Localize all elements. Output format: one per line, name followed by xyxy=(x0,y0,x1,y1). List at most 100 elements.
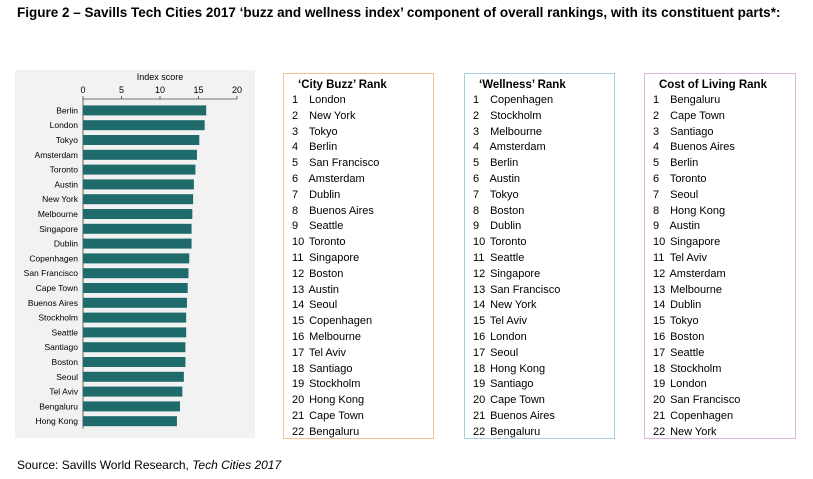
rank-city: Cape Town xyxy=(309,409,364,422)
rank-number: 13 xyxy=(653,283,666,296)
rank-city: Berlin xyxy=(490,157,519,170)
x-tick-label: 20 xyxy=(232,85,242,95)
rank-number: 17 xyxy=(473,346,486,359)
buzz-rank-item: 8 Buenos Aires xyxy=(284,204,433,220)
rank-city: Amsterdam xyxy=(669,267,726,280)
rank-city: San Francisco xyxy=(309,157,380,170)
cost-rank-item: 18 Stockholm xyxy=(645,362,795,378)
rank-number: 7 xyxy=(653,188,660,201)
bar xyxy=(83,401,181,412)
rank-number: 13 xyxy=(473,283,486,296)
bar-chart-panel: Index score 0 5 10 15 20 Berlin London Tokyo Amst… xyxy=(15,70,255,438)
bar xyxy=(83,268,189,279)
rank-city: Copenhagen xyxy=(309,315,373,328)
rank-city: Singapore xyxy=(490,267,541,280)
cost-rank-item: 12 Amsterdam xyxy=(645,267,795,283)
rank-number: 17 xyxy=(653,346,666,359)
category-label: Stockholm xyxy=(38,313,78,323)
cost-rank-item: 4 Buenos Aires xyxy=(645,140,795,156)
rank-number: 11 xyxy=(473,251,485,264)
category-label: Melbourne xyxy=(38,209,78,219)
rank-city: Stockholm xyxy=(309,378,361,391)
category-label: Tel Aviv xyxy=(49,387,78,397)
buzz-rank-item: 22 Bengaluru xyxy=(284,425,433,441)
cost-rank-item: 17 Seattle xyxy=(645,346,795,362)
wellness-rank-item: 13 San Francisco xyxy=(465,283,614,299)
rank-city: Dublin xyxy=(670,299,702,312)
wellness-rank-list: 1 Copenhagen 2 Stockholm 3 Melbourne 4 Amst… xyxy=(465,93,614,441)
wellness-rank-item: 7 Tokyo xyxy=(465,188,614,204)
category-label: Santiago xyxy=(44,342,78,352)
bar xyxy=(83,357,186,367)
x-tick-label: 10 xyxy=(155,85,165,95)
rank-number: 16 xyxy=(292,330,305,343)
bar xyxy=(83,297,187,308)
rank-city: London xyxy=(309,94,346,106)
rank-city: Hong Kong xyxy=(490,362,546,375)
wellness-rank-item: 22 Bengaluru xyxy=(465,425,614,441)
rank-city: Boston xyxy=(309,267,344,280)
wellness-rank-item: 15 Tel Aviv xyxy=(465,314,614,330)
rank-number: 9 xyxy=(473,220,480,233)
rank-city: Tokyo xyxy=(489,188,519,201)
rank-number: 17 xyxy=(292,346,305,359)
wellness-rank-item: 19 Santiago xyxy=(465,377,614,393)
cost-of-living-rank-list: 1 Bengaluru 2 Cape Town 3 Santiago 4 Buenos… xyxy=(645,93,795,441)
rank-city: Dublin xyxy=(490,220,522,233)
bar xyxy=(83,149,197,160)
bar xyxy=(83,283,188,293)
source-note: Source: Savills World Research, Tech Cit… xyxy=(17,458,281,472)
rank-city: San Francisco xyxy=(490,283,561,296)
category-label: Berlin xyxy=(56,105,78,115)
cost-rank-item: 20 San Francisco xyxy=(645,393,795,409)
rank-number: 20 xyxy=(292,394,305,407)
category-label: Amsterdam xyxy=(35,150,78,160)
city-buzz-rank-header: ‘City Buzz’ Rank xyxy=(298,79,387,91)
wellness-rank-item: 4 Amsterdam xyxy=(465,140,614,156)
buzz-rank-item: 13 Austin xyxy=(284,283,433,299)
rank-city: Bengaluru xyxy=(490,425,541,438)
rank-city: Amsterdam xyxy=(308,172,365,185)
rank-number: 9 xyxy=(653,220,660,233)
wellness-rank-item: 14 New York xyxy=(465,298,614,314)
source-prefix: Source: Savills World Research, xyxy=(17,458,193,472)
cost-rank-item: 2 Cape Town xyxy=(645,109,795,125)
cost-rank-item: 14 Dublin xyxy=(645,298,795,314)
buzz-rank-item: 6 Amsterdam xyxy=(284,172,433,188)
rank-number: 12 xyxy=(292,267,305,280)
rank-number: 3 xyxy=(653,125,660,138)
rank-city: Bengaluru xyxy=(309,425,360,438)
rank-city: Tel Aviv xyxy=(308,346,346,359)
x-tick-label: 15 xyxy=(193,85,203,95)
x-tick-label: 5 xyxy=(119,85,124,95)
rank-number: 4 xyxy=(473,141,480,154)
rank-city: Tel Aviv xyxy=(669,251,707,264)
buzz-rank-item: 20 Hong Kong xyxy=(284,393,433,409)
category-label: Austin xyxy=(54,179,78,189)
category-label: Buenos Aires xyxy=(28,298,78,308)
wellness-rank-item: 1 Copenhagen xyxy=(465,93,614,109)
category-label: Seoul xyxy=(56,372,78,382)
rank-number: 6 xyxy=(653,172,660,185)
rank-city: Boston xyxy=(670,330,705,343)
cost-rank-item: 3 Santiago xyxy=(645,125,795,141)
rank-city: Hong Kong xyxy=(670,204,726,217)
rank-number: 5 xyxy=(653,157,660,170)
category-label: Bengaluru xyxy=(39,401,78,411)
cost-rank-item: 5 Berlin xyxy=(645,156,795,172)
rank-city: Stockholm xyxy=(490,109,542,122)
cost-rank-item: 11 Tel Aviv xyxy=(645,251,795,267)
rank-city: Seoul xyxy=(309,299,338,312)
rank-city: Hong Kong xyxy=(309,394,365,407)
rank-number: 21 xyxy=(653,409,666,422)
bar xyxy=(83,327,187,338)
cost-rank-item: 15 Tokyo xyxy=(645,314,795,330)
rank-city: Tel Aviv xyxy=(489,315,527,328)
rank-number: 14 xyxy=(473,299,486,312)
bar xyxy=(83,223,192,234)
category-label: Hong Kong xyxy=(35,416,78,426)
rank-number: 10 xyxy=(292,236,305,249)
bar xyxy=(83,105,207,116)
bar xyxy=(83,238,192,249)
rank-number: 5 xyxy=(292,157,299,170)
